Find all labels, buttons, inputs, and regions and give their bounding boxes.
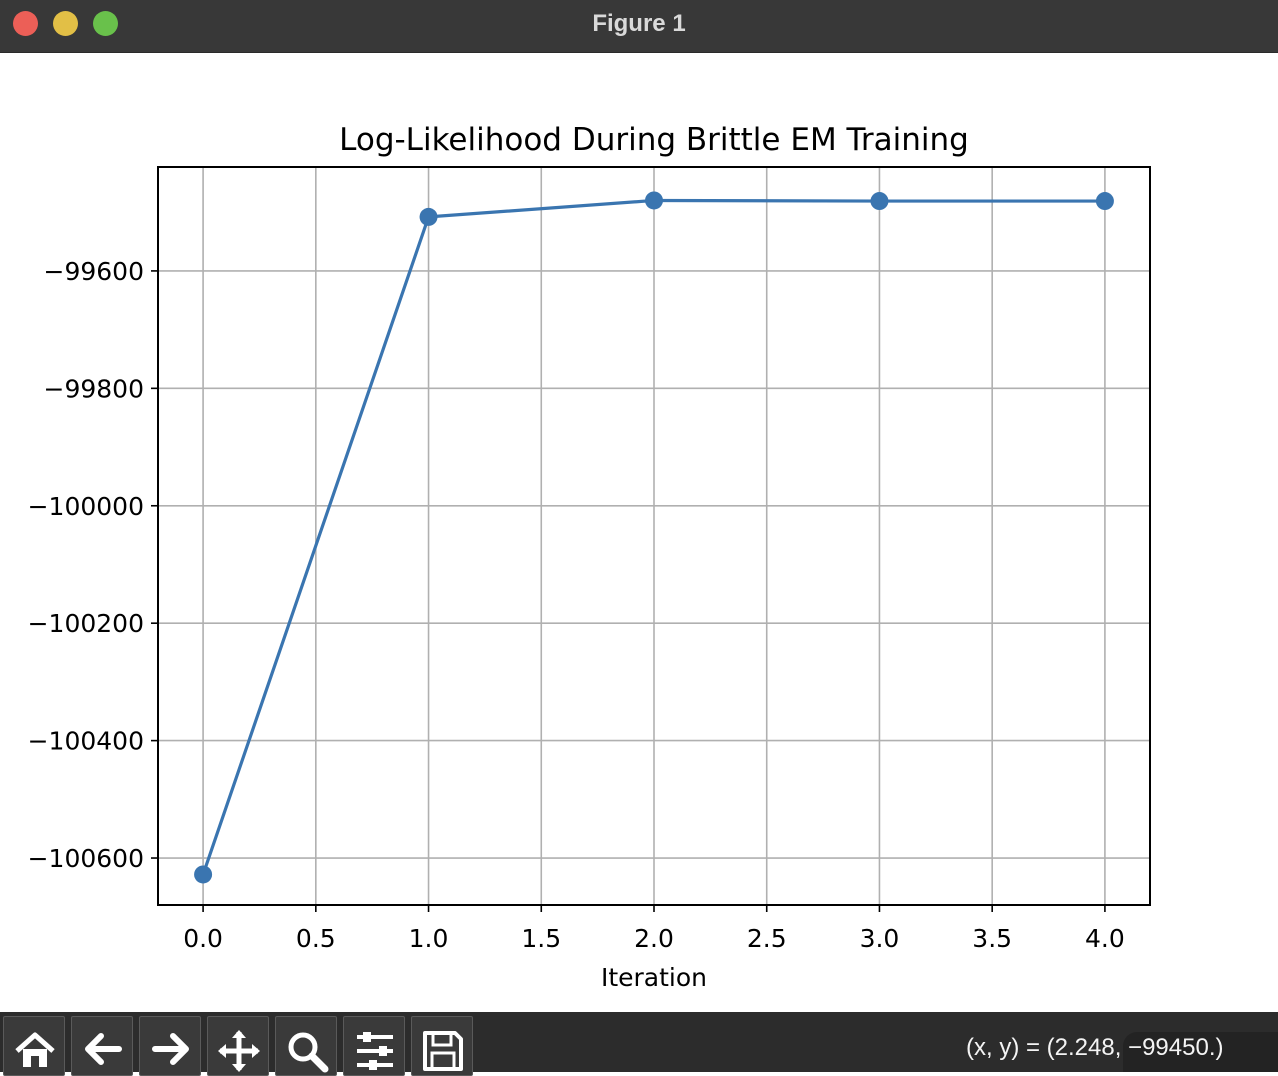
- cursor-coordinates: (x, y) = (2.248, −99450.): [966, 1034, 1224, 1061]
- arrow-left-icon: [85, 1033, 122, 1065]
- zoom-button[interactable]: [275, 1016, 337, 1076]
- y-tick-label: −100200: [28, 609, 144, 638]
- axes-frame: [157, 166, 1151, 906]
- x-tick-label: 0.5: [296, 924, 336, 953]
- y-tick-label: −99600: [44, 257, 144, 286]
- coordinate-fade-overlay: [1123, 1032, 1278, 1072]
- window-titlebar: Figure 1: [0, 0, 1278, 53]
- close-window-button[interactable]: [13, 11, 38, 36]
- x-tick-label: 2.0: [634, 924, 674, 953]
- back-button[interactable]: [71, 1016, 133, 1076]
- data-point: [645, 191, 663, 210]
- home-button[interactable]: [3, 1016, 65, 1076]
- data-point: [870, 192, 889, 211]
- y-tick-label: −99800: [44, 374, 144, 403]
- line-chart[interactable]: 0.0 0.5 1.0 1.5 2.0 2.5 3.0 3.5 4.0 −99600 −99800 −…: [0, 53, 1278, 1012]
- move-icon: [218, 1030, 260, 1072]
- data-point: [1095, 192, 1114, 211]
- chart-title: Log-Likelihood During Brittle EM Trainin…: [339, 122, 969, 158]
- save-button[interactable]: [411, 1016, 473, 1076]
- y-tick-label: −100600: [28, 844, 144, 873]
- x-tick-label: 3.5: [972, 924, 1012, 953]
- data-point: [194, 865, 213, 884]
- arrow-right-icon: [152, 1033, 189, 1065]
- y-tick-label: −100400: [28, 727, 144, 756]
- maximize-window-button[interactable]: [93, 11, 118, 36]
- x-axis-label: Iteration: [601, 963, 707, 992]
- figure-canvas[interactable]: 0.0 0.5 1.0 1.5 2.0 2.5 3.0 3.5 4.0 −99600 −99800 −…: [0, 53, 1278, 1012]
- home-icon: [15, 1032, 55, 1067]
- y-tick-label: −100000: [28, 492, 144, 521]
- sliders-icon: [357, 1032, 393, 1070]
- x-tick-label: 1.0: [409, 924, 449, 953]
- x-tick-label: 3.0: [860, 924, 900, 953]
- x-tick-label: 1.5: [521, 924, 561, 953]
- configure-subplots-button[interactable]: [343, 1016, 405, 1076]
- x-tick-label: 2.5: [747, 924, 787, 953]
- window-title: Figure 1: [592, 10, 686, 37]
- x-tick-label: 4.0: [1085, 924, 1125, 953]
- pan-button[interactable]: [207, 1016, 269, 1076]
- minimize-window-button[interactable]: [53, 11, 78, 36]
- x-tick-label: 0.0: [183, 924, 223, 953]
- data-point: [419, 207, 438, 226]
- magnifier-icon: [288, 1032, 329, 1073]
- floppy-disk-icon: [423, 1031, 463, 1071]
- forward-button[interactable]: [139, 1016, 201, 1076]
